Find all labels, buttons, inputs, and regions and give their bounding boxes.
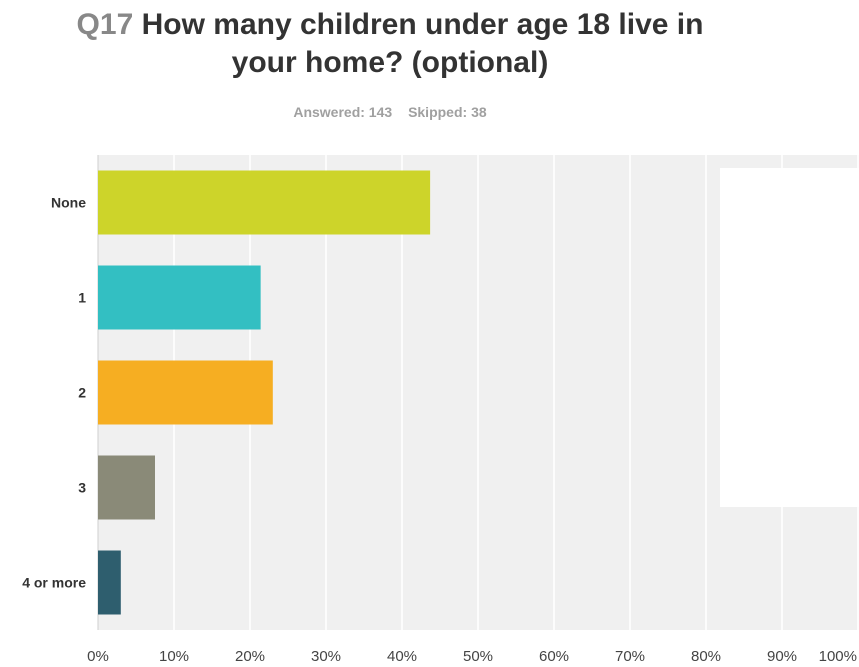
x-tick-label: 10% (159, 648, 189, 665)
x-tick-label: 20% (235, 648, 265, 665)
x-tick-label: 100% (819, 648, 857, 665)
response-stats: Answered: 143 Skipped: 38 (0, 104, 780, 120)
x-tick-label: 60% (539, 648, 569, 665)
x-tick-label: 80% (691, 648, 721, 665)
blank-overlay-box (720, 168, 859, 507)
bar-3 (98, 455, 155, 520)
bar-1 (98, 265, 261, 330)
bar-4-or-more (98, 550, 121, 615)
x-tick-label: 40% (387, 648, 417, 665)
x-tick-label: 90% (767, 648, 797, 665)
question-text-line2: your home? (optional) (231, 46, 549, 79)
question-number: Q17 (76, 8, 134, 41)
answered-count: Answered: 143 (293, 104, 393, 120)
skipped-count: Skipped: 38 (408, 104, 487, 120)
bar-none (98, 170, 431, 235)
category-label: 3 (78, 480, 86, 496)
x-tick-label: 0% (87, 648, 109, 665)
category-label: 2 (78, 385, 86, 401)
category-label: 1 (78, 290, 86, 306)
x-tick-label: 70% (615, 648, 645, 665)
chart-title: Q17 How many children under age 18 live … (0, 6, 780, 82)
bar-2 (98, 360, 273, 425)
category-label: 4 or more (22, 575, 86, 591)
category-label: None (51, 195, 86, 211)
question-text-line1: How many children under age 18 live in (141, 8, 704, 41)
x-tick-label: 50% (463, 648, 493, 665)
x-tick-label: 30% (311, 648, 341, 665)
